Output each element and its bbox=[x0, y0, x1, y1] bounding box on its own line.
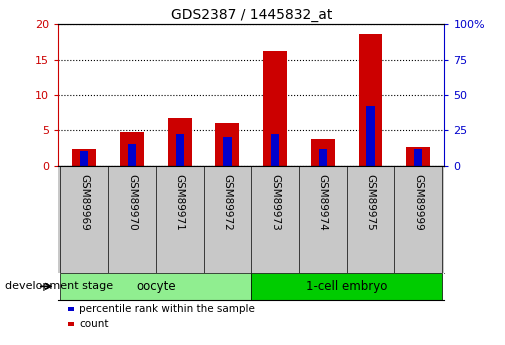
Bar bbox=[359, 34, 382, 166]
Text: development stage: development stage bbox=[5, 282, 113, 291]
Bar bbox=[120, 132, 144, 166]
Bar bbox=[271, 135, 279, 166]
Text: 1-cell embryo: 1-cell embryo bbox=[306, 280, 387, 293]
Bar bbox=[72, 149, 96, 166]
Text: percentile rank within the sample: percentile rank within the sample bbox=[79, 304, 255, 314]
Text: GSM89971: GSM89971 bbox=[175, 174, 185, 231]
Text: GSM89972: GSM89972 bbox=[222, 174, 232, 231]
Title: GDS2387 / 1445832_at: GDS2387 / 1445832_at bbox=[171, 8, 332, 22]
Text: GSM89999: GSM89999 bbox=[413, 174, 423, 231]
Bar bbox=[128, 144, 136, 166]
Text: GSM89969: GSM89969 bbox=[79, 174, 89, 231]
Bar bbox=[366, 106, 375, 166]
Bar bbox=[176, 135, 184, 166]
Text: GSM89974: GSM89974 bbox=[318, 174, 328, 231]
Bar bbox=[80, 151, 88, 166]
Text: GSM89970: GSM89970 bbox=[127, 174, 137, 231]
Bar bbox=[223, 137, 232, 166]
Bar bbox=[216, 123, 239, 166]
Text: GSM89975: GSM89975 bbox=[366, 174, 376, 231]
Bar bbox=[263, 51, 287, 166]
Bar bbox=[414, 149, 422, 166]
Bar bbox=[251, 273, 442, 300]
Bar bbox=[61, 273, 251, 300]
Text: count: count bbox=[79, 319, 109, 329]
Bar bbox=[311, 139, 335, 166]
Bar bbox=[168, 118, 191, 166]
Text: oocyte: oocyte bbox=[136, 280, 176, 293]
Bar bbox=[319, 149, 327, 166]
Bar bbox=[406, 147, 430, 166]
Text: GSM89973: GSM89973 bbox=[270, 174, 280, 231]
